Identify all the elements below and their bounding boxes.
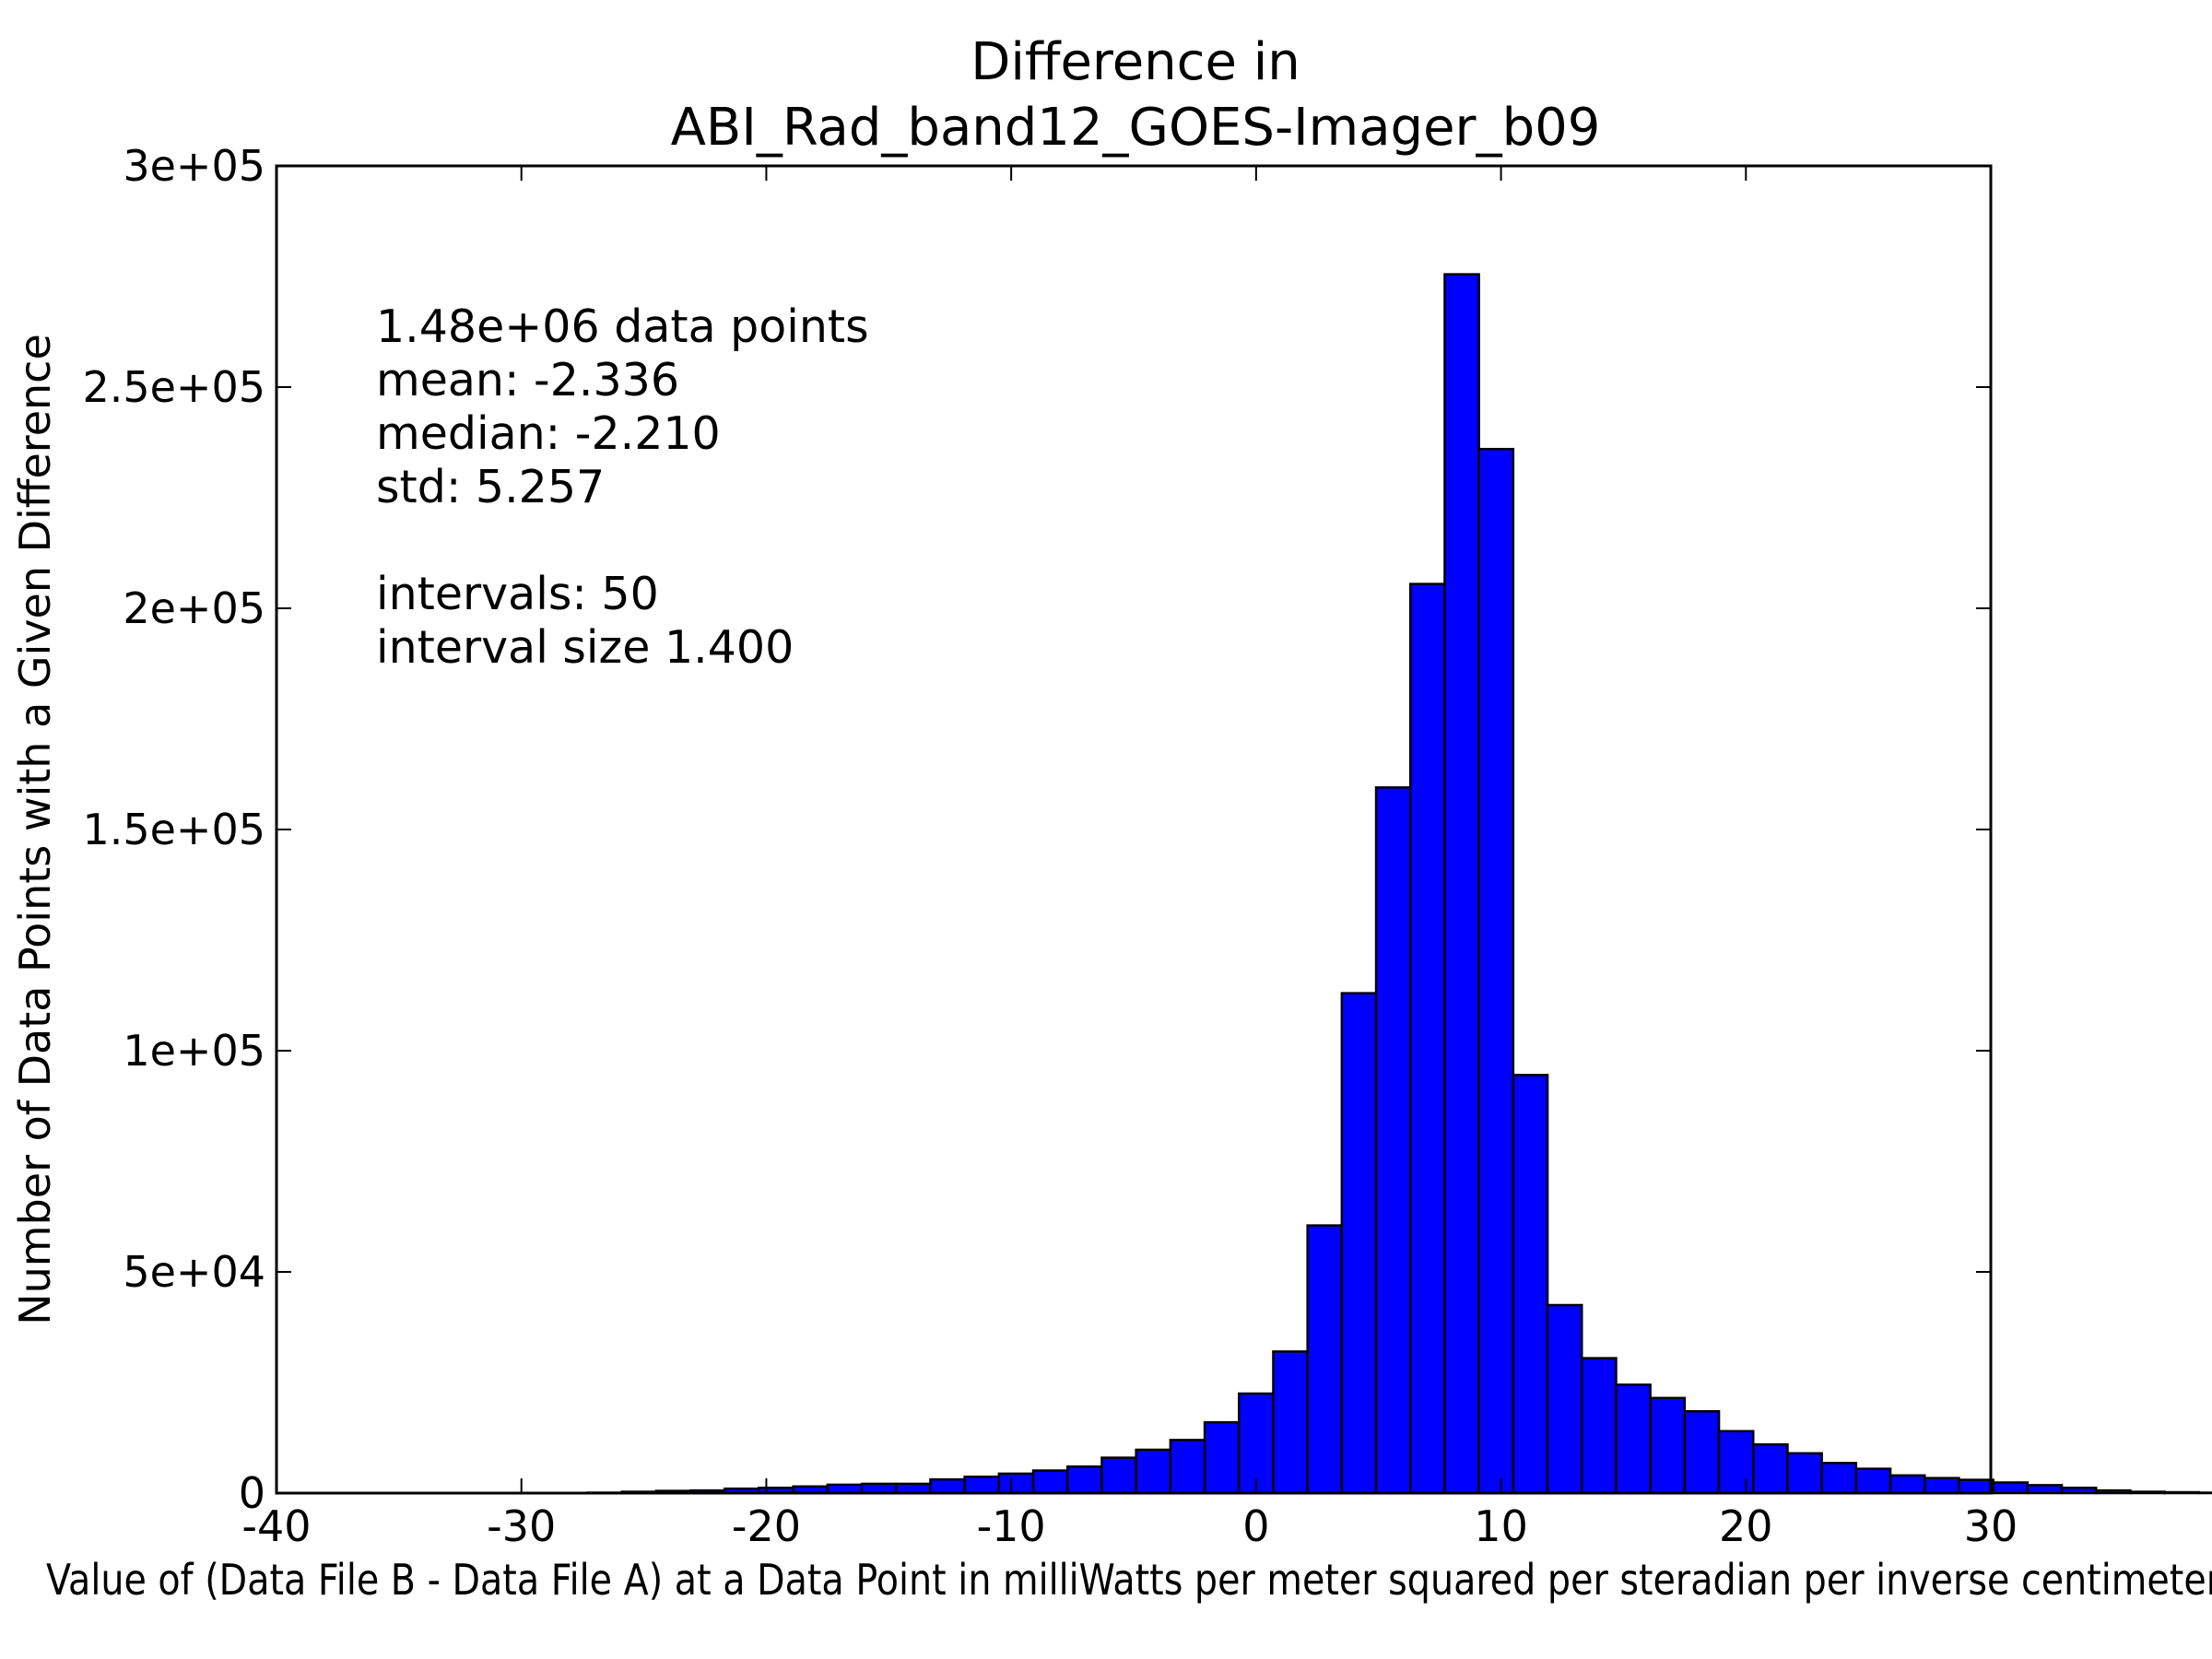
histogram-bar bbox=[1238, 1392, 1275, 1495]
histogram-bar bbox=[1683, 1409, 1721, 1495]
histogram-bar bbox=[1340, 992, 1378, 1495]
histogram-bar bbox=[1374, 786, 1412, 1495]
histogram-bar bbox=[997, 1472, 1035, 1495]
histogram-bar bbox=[1272, 1350, 1309, 1495]
histogram-bar bbox=[1958, 1478, 1994, 1495]
x-tick-label: -10 bbox=[977, 1501, 1046, 1551]
y-tick-label: 2.5e+05 bbox=[82, 362, 265, 412]
x-axis: -40 -30 -20 -10 0 10 20 30 bbox=[241, 166, 2018, 1551]
stats-line: mean: -2.336 bbox=[376, 354, 679, 406]
histogram-bar bbox=[1820, 1462, 1858, 1495]
chart-title-line-2: ABI_Rad_band12_GOES-Imager_b09 bbox=[671, 98, 1601, 158]
x-tick-label: -40 bbox=[241, 1501, 311, 1551]
histogram-bars bbox=[586, 273, 2212, 1495]
x-tick-label: -20 bbox=[732, 1501, 801, 1551]
y-tick-label: 1e+05 bbox=[123, 1026, 265, 1076]
histogram-bar bbox=[2060, 1486, 2098, 1495]
histogram-bar bbox=[1854, 1467, 1892, 1495]
y-tick-label: 1.5e+05 bbox=[82, 805, 265, 854]
histogram-bar bbox=[1717, 1430, 1755, 1495]
histogram-bar bbox=[1443, 273, 1480, 1495]
histogram-bar bbox=[1581, 1357, 1618, 1495]
histogram-bar bbox=[1169, 1439, 1206, 1495]
y-axis: 0 5e+04 1e+05 1.5e+05 2e+05 2.5e+05 3e+05 bbox=[82, 141, 1991, 1518]
stats-line: intervals: 50 bbox=[376, 568, 659, 620]
histogram-bar bbox=[1306, 1224, 1344, 1495]
histogram-bar bbox=[1649, 1396, 1687, 1495]
histogram-bar bbox=[1477, 447, 1515, 1495]
y-tick-label: 5e+04 bbox=[123, 1247, 265, 1297]
y-tick-label: 2e+05 bbox=[123, 583, 265, 633]
y-tick-label: 3e+05 bbox=[123, 141, 265, 191]
histogram-bar bbox=[2163, 1490, 2201, 1495]
histogram-bar bbox=[1615, 1383, 1652, 1495]
histogram-bar bbox=[1135, 1448, 1172, 1495]
histogram-bar bbox=[895, 1482, 932, 1495]
stats-line: std: 5.257 bbox=[376, 461, 605, 513]
histogram-bar bbox=[1409, 582, 1446, 1495]
y-axis-label: Number of Data Points with a Given Diffe… bbox=[10, 334, 60, 1325]
histogram-bar bbox=[1203, 1420, 1241, 1495]
histogram-bar bbox=[2095, 1488, 2132, 1495]
x-tick-label: 30 bbox=[1964, 1501, 2018, 1551]
x-tick-label: 20 bbox=[1719, 1501, 1773, 1551]
y-tick-label: 0 bbox=[239, 1468, 265, 1518]
stats-line: median: -2.210 bbox=[376, 407, 721, 460]
histogram-bar bbox=[2129, 1490, 2166, 1495]
histogram-bar bbox=[2026, 1484, 2064, 1495]
histogram-bar bbox=[1786, 1452, 1823, 1495]
histogram-bar bbox=[1992, 1481, 2030, 1495]
x-tick-label: 10 bbox=[1474, 1501, 1528, 1551]
histogram-bar bbox=[1031, 1469, 1069, 1495]
x-axis-label: Value of (Data File B - Data File A) at … bbox=[46, 1555, 2212, 1605]
x-tick-label: 0 bbox=[1242, 1501, 1269, 1551]
histogram-bar bbox=[1888, 1474, 1926, 1495]
histogram-bar bbox=[963, 1475, 1001, 1495]
histogram-bar bbox=[929, 1477, 966, 1495]
chart-title-line-1: Difference in bbox=[971, 32, 1300, 92]
x-tick-label: -30 bbox=[487, 1501, 556, 1551]
stats-line: 1.48e+06 data points bbox=[376, 300, 869, 353]
histogram-bar bbox=[1512, 1074, 1549, 1495]
histogram-bar bbox=[1100, 1456, 1137, 1495]
histogram-bar bbox=[1752, 1442, 1789, 1495]
stats-line: interval size 1.400 bbox=[376, 621, 794, 674]
histogram-bar bbox=[1924, 1477, 1960, 1495]
histogram-bar bbox=[1546, 1303, 1583, 1495]
histogram-bar bbox=[860, 1482, 898, 1495]
histogram-bar bbox=[1066, 1465, 1103, 1495]
